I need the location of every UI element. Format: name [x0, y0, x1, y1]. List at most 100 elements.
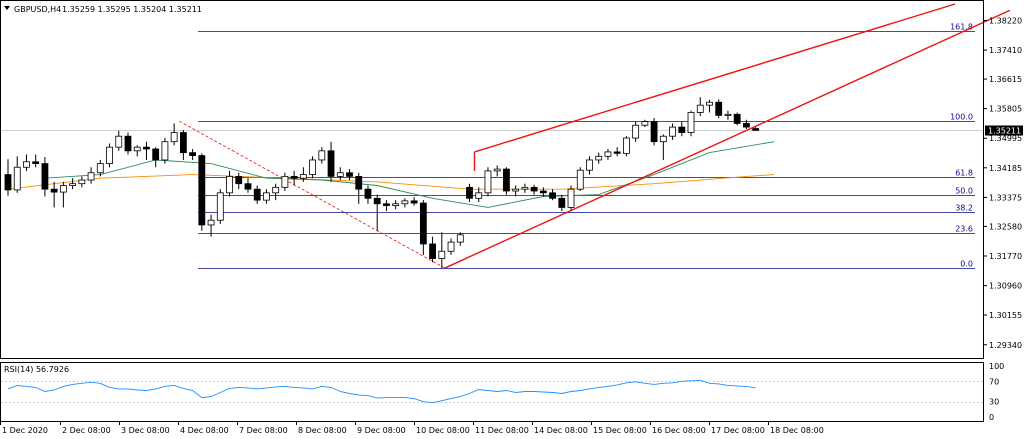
candle	[687, 110, 695, 137]
time-tick-label: 17 Dec 08:00	[711, 426, 765, 435]
candle	[78, 176, 86, 188]
candle-body-up	[447, 241, 455, 252]
candle	[595, 152, 603, 164]
candle-body-up	[669, 126, 676, 137]
time-tick-label: 9 Dec 08:00	[357, 426, 406, 435]
symbol-label: GBPUSD,H4	[14, 5, 61, 14]
candle	[152, 147, 160, 168]
candle-body-down	[733, 113, 741, 124]
candle	[96, 159, 104, 177]
candle-body-up	[106, 146, 113, 165]
candle	[235, 172, 243, 190]
symbol-header[interactable]: GBPUSD,H4 1.35259 1.35295 1.35204 1.3521…	[4, 5, 202, 14]
candle-body-up	[226, 175, 233, 194]
candle	[696, 97, 704, 117]
candle	[216, 189, 224, 224]
candle-body-up	[216, 192, 224, 221]
fib-trend-dashed-line	[179, 120, 446, 269]
main-panel-frame	[0, 0, 984, 359]
price-tick-label: 1.30960	[989, 282, 1022, 291]
candle-body-down	[678, 126, 686, 133]
candle	[733, 112, 741, 126]
rsi-tick-label: 100	[989, 362, 1004, 371]
candle	[530, 184, 538, 195]
candle	[115, 130, 123, 151]
candle	[383, 200, 390, 212]
rsi-panel	[1, 379, 983, 404]
candle-body-up	[78, 179, 86, 185]
candle	[549, 189, 556, 201]
candle-body-up	[696, 104, 704, 113]
candle-body-up	[336, 172, 344, 177]
candle	[106, 143, 113, 168]
candle	[327, 141, 335, 182]
candle	[309, 156, 316, 179]
candle-body-up	[706, 101, 713, 106]
time-tick-label: 3 Dec 08:00	[121, 426, 170, 435]
candle-body-down	[530, 186, 538, 192]
candle-body-up	[521, 186, 529, 190]
candle-body-up	[133, 146, 141, 152]
price-tick-label: 1.35805	[989, 105, 1022, 114]
candle-body-up	[96, 163, 104, 174]
candle	[669, 123, 676, 140]
time-tick-label: 18 Dec 08:00	[770, 426, 824, 435]
candle	[512, 185, 520, 197]
candle-body-down	[244, 183, 252, 190]
rsi-tick-label: 30	[989, 398, 999, 407]
candle-body-up	[724, 113, 732, 116]
candle	[13, 156, 21, 193]
time-tick-label: 10 Dec 08:00	[416, 426, 470, 435]
current-price-label: 1.35211	[988, 127, 1021, 136]
candle-body-up	[59, 185, 67, 193]
candle	[143, 141, 150, 160]
candle	[59, 181, 67, 208]
candle	[567, 185, 575, 212]
channel-upper-line	[474, 3, 956, 153]
candle-body-down	[346, 172, 353, 177]
candle	[706, 99, 713, 113]
candle	[484, 167, 492, 197]
rsi-panel-frame	[0, 362, 984, 422]
candle-body-down	[152, 148, 160, 161]
candle-body-up	[576, 169, 584, 190]
candle-body-down	[50, 188, 58, 193]
candle	[290, 170, 298, 186]
fib-level-label: 161.8	[950, 23, 973, 32]
candle	[87, 167, 95, 184]
time-tick-label: 16 Dec 08:00	[652, 426, 706, 435]
price-tick-label: 1.36615	[989, 75, 1022, 84]
candle-body-up	[512, 188, 520, 192]
time-tick-label: 2 Dec 08:00	[62, 426, 111, 435]
time-tick-label: 8 Dec 08:00	[298, 426, 347, 435]
candle-body-down	[189, 152, 197, 156]
candle	[456, 232, 464, 246]
candle-body-down	[4, 174, 12, 191]
candle-body-up	[309, 159, 316, 175]
candle-body-up	[567, 188, 575, 208]
price-tick-label: 1.29340	[989, 341, 1022, 350]
candle	[124, 132, 132, 155]
candle	[743, 119, 750, 129]
moving-averages	[7, 141, 775, 208]
candle	[576, 167, 584, 191]
slow-moving-average-line	[7, 174, 775, 190]
candle	[373, 194, 381, 232]
candle-body-down	[752, 128, 760, 131]
triangle-down-icon[interactable]	[4, 6, 10, 10]
fib-level-label: 50.0	[955, 187, 973, 196]
candle-body-up	[641, 121, 649, 126]
candle-body-up	[687, 112, 695, 133]
candle-body-down	[143, 146, 150, 150]
candle-body-down	[373, 197, 381, 205]
candle	[346, 169, 353, 181]
price-tick-label: 1.32580	[989, 222, 1022, 231]
candle	[392, 200, 400, 210]
candle	[503, 167, 510, 195]
candle-body-up	[623, 137, 630, 154]
candle-body-down	[253, 188, 261, 201]
candle	[161, 138, 169, 164]
candle	[170, 123, 178, 146]
candle-body-up	[438, 250, 446, 259]
